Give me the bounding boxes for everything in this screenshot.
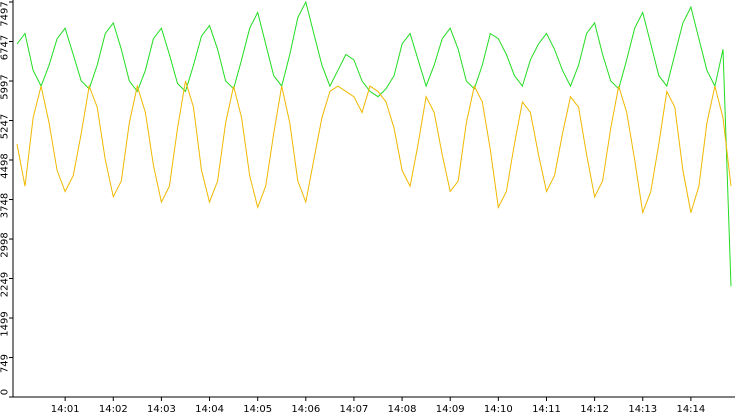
y-tick-label: 5997 — [0, 74, 10, 99]
x-tick-label: 14:12 — [580, 404, 609, 415]
x-tick-label: 14:08 — [388, 404, 417, 415]
y-tick-label: 2998 — [0, 232, 10, 257]
x-tick-label: 14:07 — [340, 404, 369, 415]
y-tick-label: 3748 — [0, 193, 10, 218]
series-line — [16, 80, 732, 215]
x-tick-label: 14:02 — [99, 404, 128, 415]
x-tick-label: 14:11 — [532, 404, 561, 415]
x-tick-label: 14:13 — [628, 404, 657, 415]
y-tick-label: 0 — [0, 389, 10, 395]
x-tick-label: 14:01 — [51, 404, 80, 415]
y-tick-label: 4498 — [0, 153, 10, 178]
x-tick-label: 14:04 — [195, 404, 224, 415]
y-tick-label: 2249 — [0, 272, 10, 297]
y-tick-label: 7497 — [0, 1, 10, 26]
x-tick-label: 14:14 — [676, 404, 705, 415]
x-tick-label: 14:10 — [484, 404, 513, 415]
y-tick-label: 1499 — [0, 311, 10, 336]
x-tick-label: 14:06 — [291, 404, 320, 415]
y-tick-label: 6747 — [0, 35, 10, 60]
x-tick-label: 14:05 — [243, 404, 272, 415]
x-tick-label: 14:03 — [147, 404, 176, 415]
x-tick-label: 14:09 — [436, 404, 465, 415]
y-tick-label: 5247 — [0, 114, 10, 139]
series-line — [16, 0, 732, 287]
y-tick-label: 749 — [0, 354, 10, 373]
